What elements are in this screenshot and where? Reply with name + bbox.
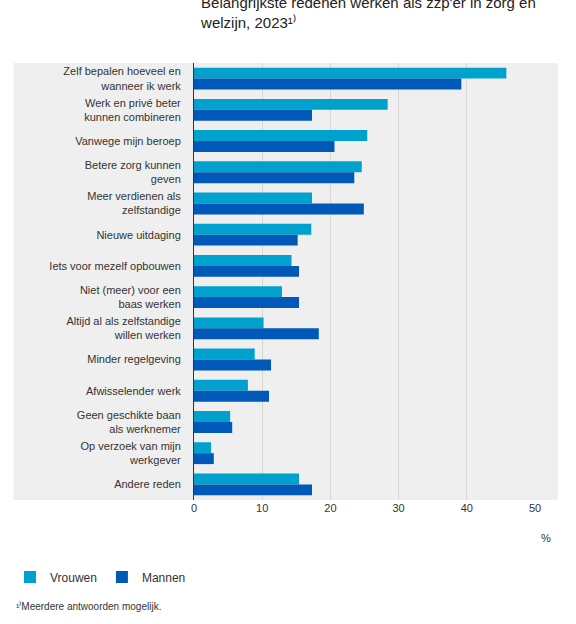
svg-text:30: 30 — [392, 502, 404, 514]
svg-text:%: % — [541, 532, 551, 544]
svg-text:20: 20 — [324, 502, 336, 514]
svg-text:Minder regelgeving: Minder regelgeving — [87, 353, 181, 365]
svg-text:Afwisselender werk: Afwisselender werk — [86, 385, 181, 397]
svg-text:Altijd al als zelfstandigewill: Altijd al als zelfstandigewillen werken — [66, 315, 180, 341]
svg-text:Andere reden: Andere reden — [114, 478, 181, 490]
svg-text:40: 40 — [461, 502, 473, 514]
svg-text:0: 0 — [191, 502, 197, 514]
svg-text:Iets voor mezelf opbouwen: Iets voor mezelf opbouwen — [49, 260, 180, 272]
svg-text:Meer verdienen alszelfstandige: Meer verdienen alszelfstandige — [87, 190, 181, 216]
svg-text:Nieuwe uitdaging: Nieuwe uitdaging — [96, 229, 180, 241]
svg-text:Zelf bepalen hoeveel enwanneer: Zelf bepalen hoeveel enwanneer ik werk — [63, 65, 181, 91]
svg-text:Betere zorg kunnengeven: Betere zorg kunnengeven — [85, 159, 181, 185]
svg-text:Op verzoek van mijnwerkgever: Op verzoek van mijnwerkgever — [81, 440, 182, 466]
svg-text:50: 50 — [529, 502, 541, 514]
svg-text:Vrouwen: Vrouwen — [50, 571, 97, 585]
svg-text:Mannen: Mannen — [142, 571, 185, 585]
svg-text:Werk en privé beterkunnen comb: Werk en privé beterkunnen combineren — [84, 97, 181, 123]
svg-text:Niet (meer) voor eenbaas werke: Niet (meer) voor eenbaas werken — [80, 284, 181, 310]
svg-text:Vanwege mijn beroep: Vanwege mijn beroep — [75, 135, 181, 147]
svg-text:Belangrijkste redenen werken a: Belangrijkste redenen werken als zzp'er … — [200, 0, 536, 31]
svg-text:10: 10 — [256, 502, 268, 514]
svg-text:¹⁾Meerdere antwoorden mogelijk: ¹⁾Meerdere antwoorden mogelijk. — [16, 600, 161, 612]
svg-text:Geen geschikte baanals werknem: Geen geschikte baanals werknemer — [77, 409, 181, 435]
